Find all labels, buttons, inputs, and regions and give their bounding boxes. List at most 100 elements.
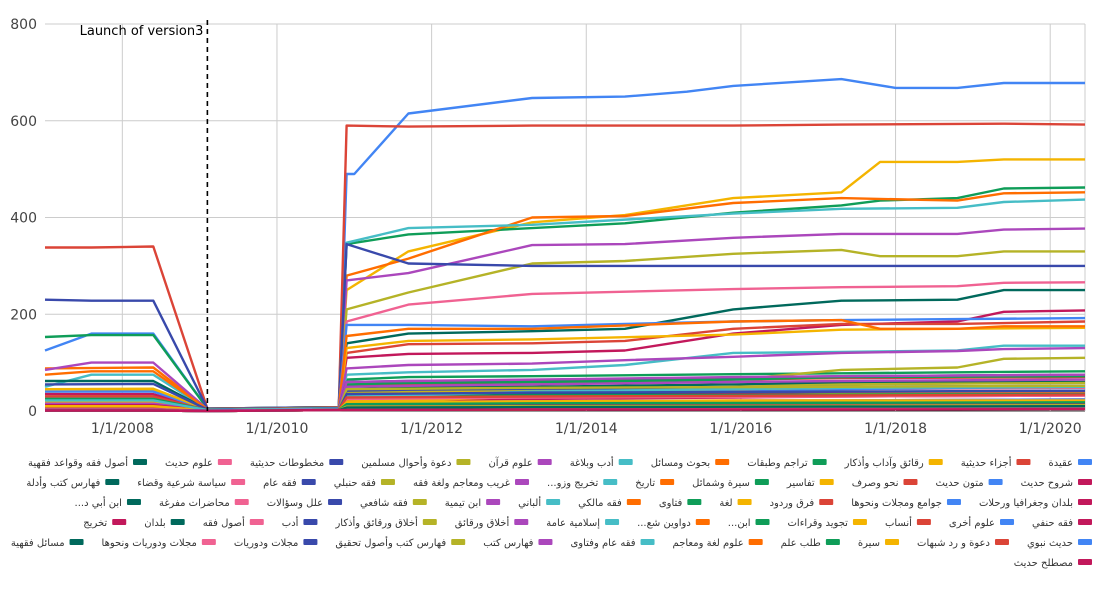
legend-label: فقه شافعي (360, 498, 408, 509)
legend-item: أنساب (885, 516, 931, 529)
legend-label: فقه مالكي (578, 498, 622, 509)
legend-swatch (1016, 459, 1031, 465)
legend-item: فرق وردود (770, 498, 834, 509)
legend-label: فرق وردود (770, 498, 815, 509)
legend-label: مصطلح حديث (1014, 558, 1073, 569)
legend-item: تفاسير (786, 478, 834, 489)
legend-label: فقه حنفي (1032, 518, 1073, 529)
legend: عقيدة أجزاء حديثية رقائق وآداب وأذكار تراجم… (11, 456, 1092, 569)
legend-swatch (380, 479, 395, 485)
legend-swatch (1078, 559, 1092, 565)
legend-label: نحو وصرف (852, 478, 899, 489)
legend-item: علوم أخرى (949, 516, 1015, 529)
legend-swatch (916, 519, 931, 525)
legend-swatch (626, 499, 641, 505)
legend-item: لغة (719, 498, 752, 509)
legend-item: مخطوطات حديثية (250, 458, 344, 469)
legend-item: فقه حنفي (1032, 518, 1092, 529)
legend-item: غريب ومعاجم ولغة فقه (413, 478, 530, 489)
legend-item: أجزاء حديثية (961, 456, 1031, 469)
legend-label: مجلات ودوريات (234, 538, 299, 549)
legend-swatch (903, 479, 918, 485)
legend-label: أخلاق ورقائق (455, 516, 510, 529)
legend-item: علوم حديث (165, 458, 232, 469)
legend-label: فتاوى (659, 498, 683, 509)
legend-label: فهارس كتب وأدلة (26, 476, 100, 489)
legend-item: جوامع ومجلات ونحوها (851, 498, 961, 509)
legend-swatch (303, 539, 318, 545)
legend-swatch (988, 479, 1003, 485)
legend-item: عقيدة (1048, 458, 1092, 469)
legend-label: تاريخ (635, 478, 655, 489)
legend-label: محاضرات مفرغة (159, 498, 230, 509)
legend-item: مسائل فقهية (11, 538, 84, 549)
legend-swatch (514, 519, 529, 525)
legend-label: ...تخريج وزو (547, 478, 598, 489)
legend-swatch (687, 499, 702, 505)
legend-label: تخريج (83, 518, 107, 529)
series-line (44, 198, 1086, 411)
legend-label: أدب وبلاغة (570, 456, 614, 469)
legend-item: سيرة وشمائل (692, 478, 769, 489)
legend-item: ...دواوين شع (637, 518, 710, 529)
y-tick-label: 400 (10, 211, 37, 227)
legend-swatch (69, 539, 84, 545)
x-tick-label: 1/1/2012 (400, 421, 463, 437)
series-line (44, 318, 1085, 411)
legend-label: إسلامية عامة (546, 518, 600, 529)
legend-label: رقائق وآداب وأذكار (844, 456, 924, 469)
legend-item: فقه عام وفتاوى (570, 538, 655, 549)
series-line (45, 122, 1086, 410)
legend-item: ...تخريج وزو (547, 478, 618, 489)
legend-swatch (695, 519, 710, 525)
legend-swatch (640, 539, 655, 545)
legend-item: مجلات ودوريات (234, 538, 318, 549)
legend-item: ألباني (518, 496, 561, 509)
legend-label: علوم حديث (165, 458, 213, 469)
legend-swatch (112, 519, 127, 525)
legend-swatch (1000, 519, 1015, 525)
legend-item: فهارس كتب وأصول تحقيق (335, 536, 466, 549)
legend-swatch (217, 459, 232, 465)
legend-swatch (605, 519, 620, 525)
legend-item: تخريج (83, 518, 127, 529)
legend-label: مخطوطات حديثية (250, 458, 324, 469)
legend-label: أخلاق ورقائق وأذكار (334, 516, 418, 529)
legend-swatch (412, 499, 427, 505)
legend-label: فهارس كتب وأصول تحقيق (335, 536, 446, 549)
x-tick-label: 1/1/2020 (1019, 421, 1082, 437)
y-tick-label: 800 (10, 17, 37, 33)
legend-item: أدب وبلاغة (570, 456, 633, 469)
legend-swatch (249, 519, 264, 525)
legend-item: إسلامية عامة (546, 518, 620, 529)
legend-label: سيرة وشمائل (692, 478, 750, 489)
legend-label: تجويد وقراءات (788, 518, 849, 529)
legend-swatch (451, 539, 466, 545)
legend-swatch (456, 459, 471, 465)
annotation-label: Launch of version3 (80, 24, 204, 39)
legend-item: فقه شافعي (360, 498, 427, 509)
legend-swatch (201, 539, 216, 545)
legend-label: ...ابن أبي د (75, 496, 122, 509)
legend-label: شروح حديث (1021, 478, 1073, 489)
legend-swatch (754, 479, 769, 485)
legend-label: ابن تيمية (445, 498, 481, 509)
legend-swatch (133, 459, 148, 465)
legend-item: بلدان وجغرافيا ورحلات (979, 498, 1092, 509)
x-tick-label: 1/1/2014 (555, 421, 618, 437)
legend-item: ...ابن (728, 518, 770, 529)
legend-label: تراجم وطبقات (747, 458, 808, 469)
legend-label: بحوث ومسائل (651, 458, 711, 469)
legend-label: علوم قرآن (488, 456, 532, 469)
legend-swatch (737, 499, 752, 505)
legend-swatch (819, 479, 834, 485)
legend-item: فهارس كتب (483, 538, 553, 549)
legend-swatch (928, 459, 943, 465)
legend-label: عقيدة (1048, 458, 1073, 469)
legend-swatch (329, 459, 344, 465)
legend-item: تاريخ (635, 478, 675, 489)
legend-label: فقه عام وفتاوى (570, 538, 635, 549)
legend-swatch (1078, 519, 1092, 525)
series-line (44, 242, 1085, 410)
